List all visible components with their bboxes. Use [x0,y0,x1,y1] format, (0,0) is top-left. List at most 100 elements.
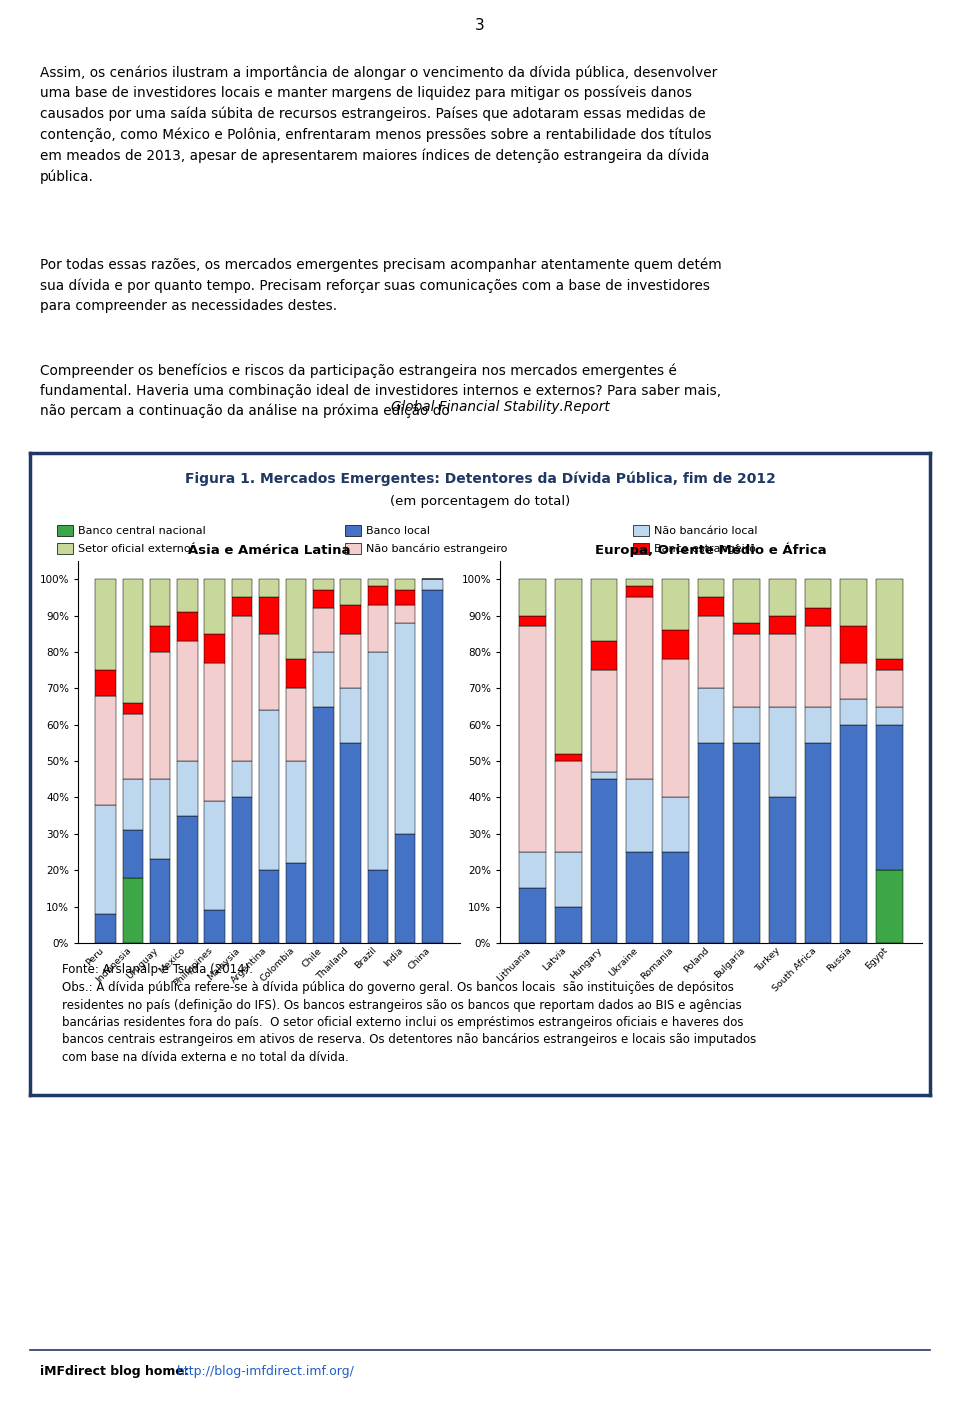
Bar [804,608,831,627]
Text: Obs.: A dívida pública refere-se à dívida pública do governo geral. Os bancos lo: Obs.: A dívida pública refere-se à dívid… [61,981,756,1064]
Bar [698,597,725,615]
Bar [876,659,902,670]
Bar [698,743,725,943]
Bar [662,659,688,798]
Bar [150,627,170,652]
Bar [769,634,796,707]
Text: Banco estrangeiro: Banco estrangeiro [654,544,756,554]
Bar [286,863,306,943]
Bar [95,670,116,695]
Bar [177,641,198,762]
Bar [341,604,361,634]
Bar [368,586,388,604]
Text: Não bancário local: Não bancário local [654,525,757,535]
Bar [231,615,252,762]
Bar [286,659,306,688]
Bar [662,851,688,943]
Bar [519,851,546,888]
Bar [804,707,831,743]
Bar [395,604,416,622]
Bar [286,762,306,863]
Bar [626,780,653,851]
Bar [259,634,279,710]
Bar [313,608,334,652]
Bar [204,910,225,943]
Bar [662,798,688,851]
Text: Assim, os cenários ilustram a importância de alongar o vencimento da dívida públ: Assim, os cenários ilustram a importânci… [40,65,717,184]
Bar [626,579,653,586]
Bar [804,579,831,608]
Bar [57,525,73,535]
Bar [840,627,867,663]
Bar [840,663,867,700]
Bar [555,579,582,754]
Bar [341,743,361,943]
Bar [422,579,443,590]
Bar [345,525,361,535]
Bar [57,542,73,554]
Bar [204,579,225,634]
Bar [313,652,334,707]
Bar [840,700,867,725]
Bar [231,798,252,943]
Bar [259,597,279,634]
Bar [519,627,546,851]
Bar [313,590,334,608]
Bar [368,870,388,943]
Bar [519,615,546,627]
Bar [733,743,760,943]
Bar [368,579,388,586]
Bar [95,695,116,805]
Bar [395,622,416,833]
Bar [231,597,252,615]
Title: Europa, Oriente Médio e África: Europa, Oriente Médio e África [595,542,827,556]
Bar [95,805,116,913]
Bar [341,688,361,743]
Title: Ásia e América Latina: Ásia e América Latina [188,544,350,556]
Bar [177,579,198,613]
Bar [590,641,617,670]
Bar [876,725,902,870]
Bar [633,525,649,535]
Bar [590,771,617,780]
Text: Fonte: Arslanalp e Tsuda (2014).: Fonte: Arslanalp e Tsuda (2014). [61,962,252,976]
Bar [286,579,306,659]
Bar [123,878,143,943]
Bar [769,615,796,634]
Bar [368,652,388,870]
Bar [519,579,546,615]
Text: Figura 1. Mercados Emergentes: Detentores da Dívida Pública, fim de 2012: Figura 1. Mercados Emergentes: Detentore… [184,471,776,486]
Bar [555,754,582,762]
Bar [313,579,334,590]
Bar [804,743,831,943]
Bar [698,615,725,688]
Text: Setor oficial externo: Setor oficial externo [78,544,190,554]
Bar [123,702,143,714]
Bar [555,906,582,943]
Bar [590,780,617,943]
Bar [341,579,361,604]
Bar [840,725,867,943]
Bar [555,762,582,851]
Bar [259,870,279,943]
Bar [733,634,760,707]
Text: Por todas essas razões, os mercados emergentes precisam acompanhar atentamente q: Por todas essas razões, os mercados emer… [40,259,722,313]
Bar [422,590,443,943]
Bar [259,710,279,870]
Bar [150,579,170,627]
Bar [876,670,902,707]
Bar [733,707,760,743]
Bar [555,851,582,906]
Bar [698,579,725,597]
Bar [876,870,902,943]
Text: Global Financial Stability Report: Global Financial Stability Report [391,400,610,414]
Text: Compreender os benefícios e riscos da participação estrangeira nos mercados emer: Compreender os benefícios e riscos da pa… [40,362,721,419]
Bar [259,579,279,597]
Bar [769,579,796,615]
Bar [876,707,902,725]
Bar [313,707,334,943]
Bar [519,888,546,943]
Text: Banco central nacional: Banco central nacional [78,525,205,535]
Bar [626,586,653,597]
Bar [204,801,225,910]
